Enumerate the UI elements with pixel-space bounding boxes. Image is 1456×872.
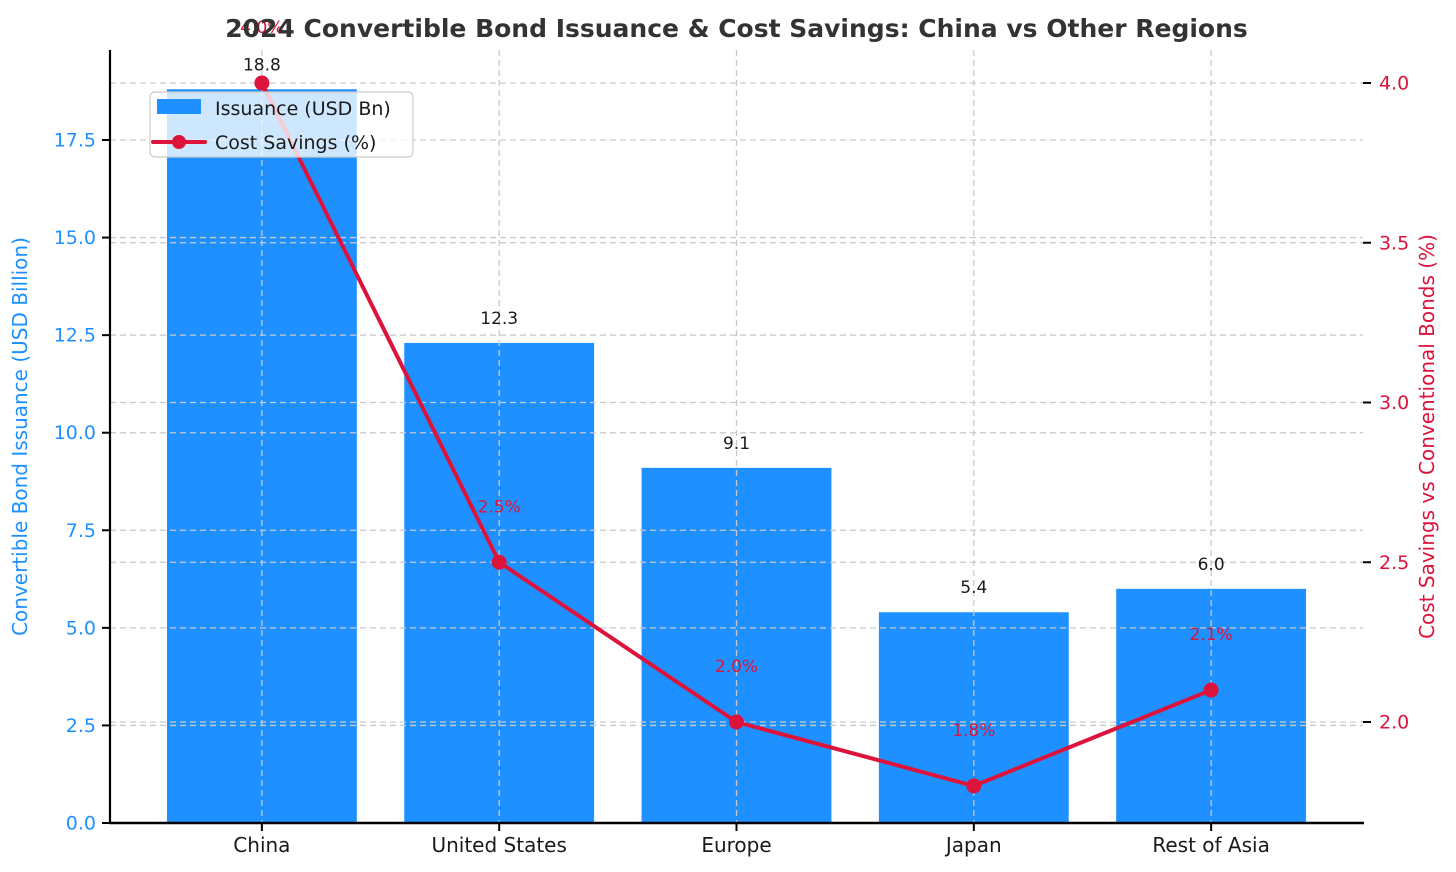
bar-value-label: 18.8 [243,55,281,75]
line-point-marker-united-states [491,554,507,570]
x-tick-label-japan: Japan [944,833,1002,857]
y-left-tick-label: 7.5 [66,520,96,542]
y-left-tick-label: 15.0 [54,227,96,249]
y-right-tick-label: 3.5 [1379,232,1409,254]
legend-label-issuance: Issuance (USD Bn) [215,98,391,120]
y-left-tick-label: 12.5 [54,325,96,347]
y-left-tick-label: 5.0 [66,617,96,639]
y-right-tick-label: 2.0 [1379,712,1409,734]
y-right-tick-label: 2.5 [1379,552,1409,574]
left-axis-title: Convertible Bond Issuance (USD Billion) [8,237,32,636]
line-value-label: 4.0% [240,18,283,38]
x-tick-label-china: China [233,833,290,857]
line-value-label: 1.8% [952,721,995,741]
legend-label-cost-savings: Cost Savings (%) [215,132,376,154]
y-right-tick-label: 4.0 [1379,73,1409,95]
line-point-marker-china [254,75,270,91]
bar-value-label: 6.0 [1198,555,1225,575]
line-point-marker-rest-of-asia [1203,682,1219,698]
line-point-marker-europe [729,714,744,730]
bar-value-label: 12.3 [480,309,518,329]
y-left-tick-label: 2.5 [66,715,96,737]
y-left-tick-label: 0.0 [66,813,96,835]
legend-marker-sample [172,135,186,149]
bar-value-label: 9.1 [723,434,750,454]
x-tick-label-united-states: United States [431,833,566,857]
line-value-label: 2.5% [478,497,521,517]
line-value-label: 2.0% [715,657,758,677]
line-point-marker-japan [966,778,982,794]
y-left-tick-label: 17.5 [54,130,96,152]
y-right-tick-label: 3.0 [1379,392,1409,414]
x-tick-label-rest-of-asia: Rest of Asia [1152,833,1269,857]
chart-title: 2024 Convertible Bond Issuance & Cost Sa… [225,14,1248,43]
y-left-tick-label: 10.0 [54,422,96,444]
legend [149,91,414,158]
bar-value-label: 5.4 [960,578,987,598]
right-axis-title: Cost Savings vs Conventional Bonds (%) [1415,234,1439,639]
x-tick-label-europe: Europe [701,833,771,857]
legend-swatch-issuance [157,99,201,114]
line-value-label: 2.1% [1190,625,1233,645]
